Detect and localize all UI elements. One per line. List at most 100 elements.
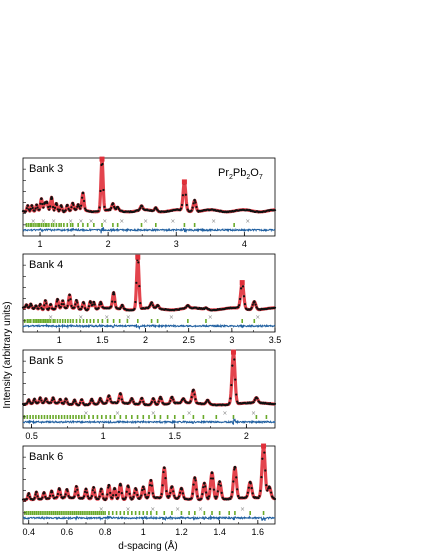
observed-point — [59, 305, 62, 309]
observed-point — [273, 209, 277, 212]
extra-reflection-marker: × — [251, 410, 256, 417]
observed-point — [112, 494, 115, 497]
observed-point — [151, 304, 154, 307]
observed-point — [33, 306, 36, 309]
observed-point — [77, 494, 80, 497]
observed-point — [94, 496, 97, 499]
observed-point — [111, 496, 114, 500]
difference-curve — [22, 226, 276, 234]
observed-point — [190, 497, 193, 500]
observed-point — [133, 307, 136, 310]
observed-point — [214, 497, 217, 500]
observed-point — [42, 308, 45, 311]
observed-point — [99, 300, 102, 304]
observed-point — [25, 303, 28, 307]
observed-point — [124, 496, 127, 499]
observed-point — [195, 488, 198, 491]
observed-point — [231, 491, 234, 494]
extra-reflection-marker: × — [143, 218, 148, 225]
observed-point — [156, 304, 159, 307]
observed-point — [150, 484, 154, 487]
observed-point — [185, 203, 188, 207]
observed-point — [230, 383, 233, 387]
observed-point — [270, 491, 273, 494]
observed-point — [118, 307, 122, 311]
observed-point — [113, 300, 117, 303]
observed-point — [140, 397, 144, 400]
observed-point — [44, 299, 47, 302]
observed-point — [120, 303, 124, 307]
observed-point — [228, 401, 231, 404]
observed-point — [150, 400, 154, 404]
observed-point — [148, 484, 152, 487]
observed-point — [140, 494, 143, 497]
observed-point — [123, 497, 126, 501]
x-tick-label: 4 — [242, 239, 247, 249]
observed-point — [99, 189, 102, 193]
observed-point — [205, 400, 208, 403]
observed-point — [150, 301, 153, 304]
observed-point — [170, 395, 174, 399]
observed-point — [117, 490, 121, 494]
panel-label: Bank 3 — [29, 163, 63, 175]
observed-point — [43, 400, 46, 403]
observed-point — [61, 299, 64, 303]
observed-point — [76, 203, 80, 206]
observed-point — [194, 479, 197, 482]
observed-point — [238, 304, 241, 307]
observed-point — [191, 492, 194, 495]
x-tick-label: 2 — [244, 431, 249, 441]
observed-point — [201, 493, 204, 496]
extra-reflection-marker: × — [78, 314, 83, 321]
observed-point — [28, 209, 31, 212]
observed-point — [208, 487, 212, 491]
observed-point — [125, 490, 128, 493]
observed-point — [64, 209, 67, 212]
observed-point — [169, 491, 172, 495]
observed-point — [160, 397, 163, 401]
observed-point — [217, 483, 220, 486]
observed-point — [33, 397, 36, 401]
observed-point — [193, 199, 196, 202]
observed-point — [215, 495, 218, 498]
observed-point — [132, 400, 135, 404]
observed-point — [259, 489, 262, 492]
panel-label: Bank 5 — [29, 355, 63, 367]
observed-point — [237, 305, 240, 309]
observed-point — [101, 493, 104, 496]
observed-point — [82, 301, 85, 304]
observed-point — [119, 306, 122, 309]
observed-point — [82, 495, 86, 498]
observed-point — [40, 399, 43, 402]
compound-formula: Pr2Pb2O7 — [218, 167, 263, 181]
extra-reflection-marker: × — [119, 218, 124, 225]
observed-point — [207, 497, 210, 500]
observed-point — [63, 495, 66, 498]
observed-point — [142, 400, 145, 403]
difference-curve — [22, 418, 276, 426]
observed-point — [116, 496, 120, 499]
observed-point — [179, 207, 183, 210]
observed-point — [29, 302, 33, 306]
extra-reflection-marker: × — [48, 314, 53, 321]
observed-point — [87, 305, 91, 308]
observed-point — [254, 303, 257, 306]
observed-point — [74, 303, 77, 306]
panel-label: Bank 4 — [29, 259, 63, 271]
x-axis-title: d-spacing (Å) — [118, 539, 177, 552]
x-tick-label: 2 — [106, 239, 111, 249]
extra-reflection-marker: × — [125, 506, 130, 513]
observed-point — [236, 488, 239, 491]
observed-point — [162, 466, 166, 469]
observed-point — [149, 478, 153, 482]
x-tick-label: 3 — [174, 239, 179, 249]
extra-reflection-marker: × — [240, 506, 245, 513]
observed-point — [253, 398, 256, 402]
observed-point — [243, 303, 247, 306]
observed-point — [117, 207, 121, 211]
extra-reflection-marker: × — [169, 314, 174, 321]
observed-point — [51, 205, 55, 209]
observed-point — [89, 496, 92, 500]
observed-point — [73, 495, 76, 498]
observed-point — [79, 401, 82, 404]
